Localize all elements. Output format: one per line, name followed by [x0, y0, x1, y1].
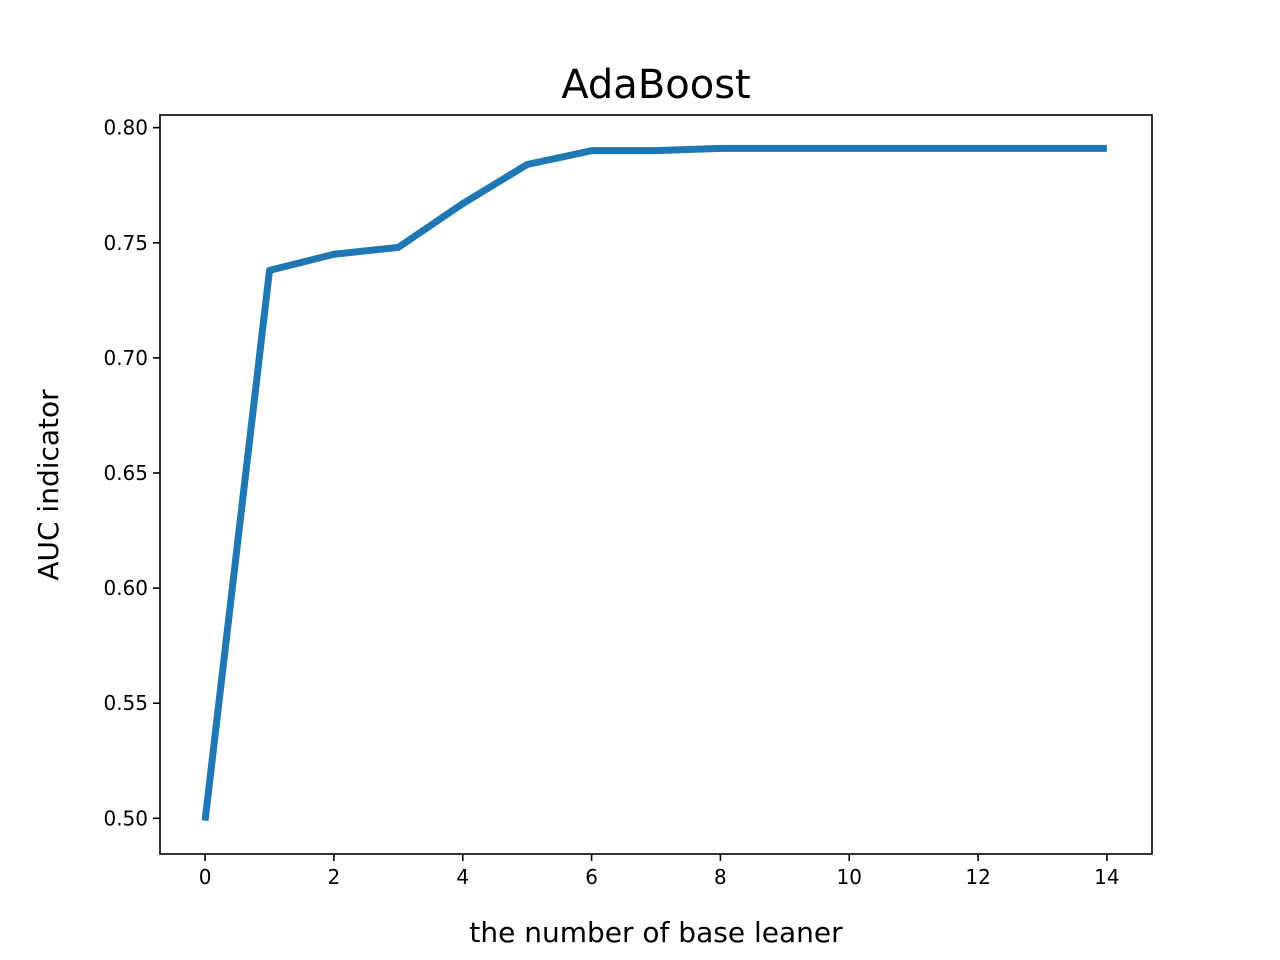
series-layer [201, 144, 1107, 822]
plot-area [160, 115, 1152, 854]
y-tick-label: 0.70 [103, 346, 148, 370]
x-tick-label: 14 [1094, 865, 1119, 889]
y-axis-ticks: 0.50 0.55 0.60 0.65 0.70 0.75 0.80 [103, 116, 160, 830]
plot-frame [159, 114, 1153, 855]
x-tick-label: 8 [714, 865, 727, 889]
chart-title: AdaBoost [561, 62, 750, 108]
y-tick-label: 0.60 [103, 576, 148, 600]
y-tick-label: 0.50 [103, 806, 148, 830]
x-tick-label: 2 [328, 865, 341, 889]
x-tick-label: 4 [456, 865, 469, 889]
x-axis-label: the number of base leaner [469, 916, 843, 949]
series-line [201, 144, 1107, 822]
y-tick-label: 0.75 [103, 231, 148, 255]
y-axis-label: AUC indicator [32, 389, 65, 581]
x-tick-label: 10 [837, 865, 862, 889]
y-tick-label: 0.55 [103, 691, 148, 715]
x-tick-label: 12 [965, 865, 990, 889]
y-tick-label: 0.80 [103, 116, 148, 140]
y-tick-label: 0.65 [103, 461, 148, 485]
x-tick-label: 0 [199, 865, 212, 889]
x-tick-label: 6 [585, 865, 598, 889]
x-axis-ticks: 0 2 4 6 8 10 12 14 [199, 854, 1120, 889]
